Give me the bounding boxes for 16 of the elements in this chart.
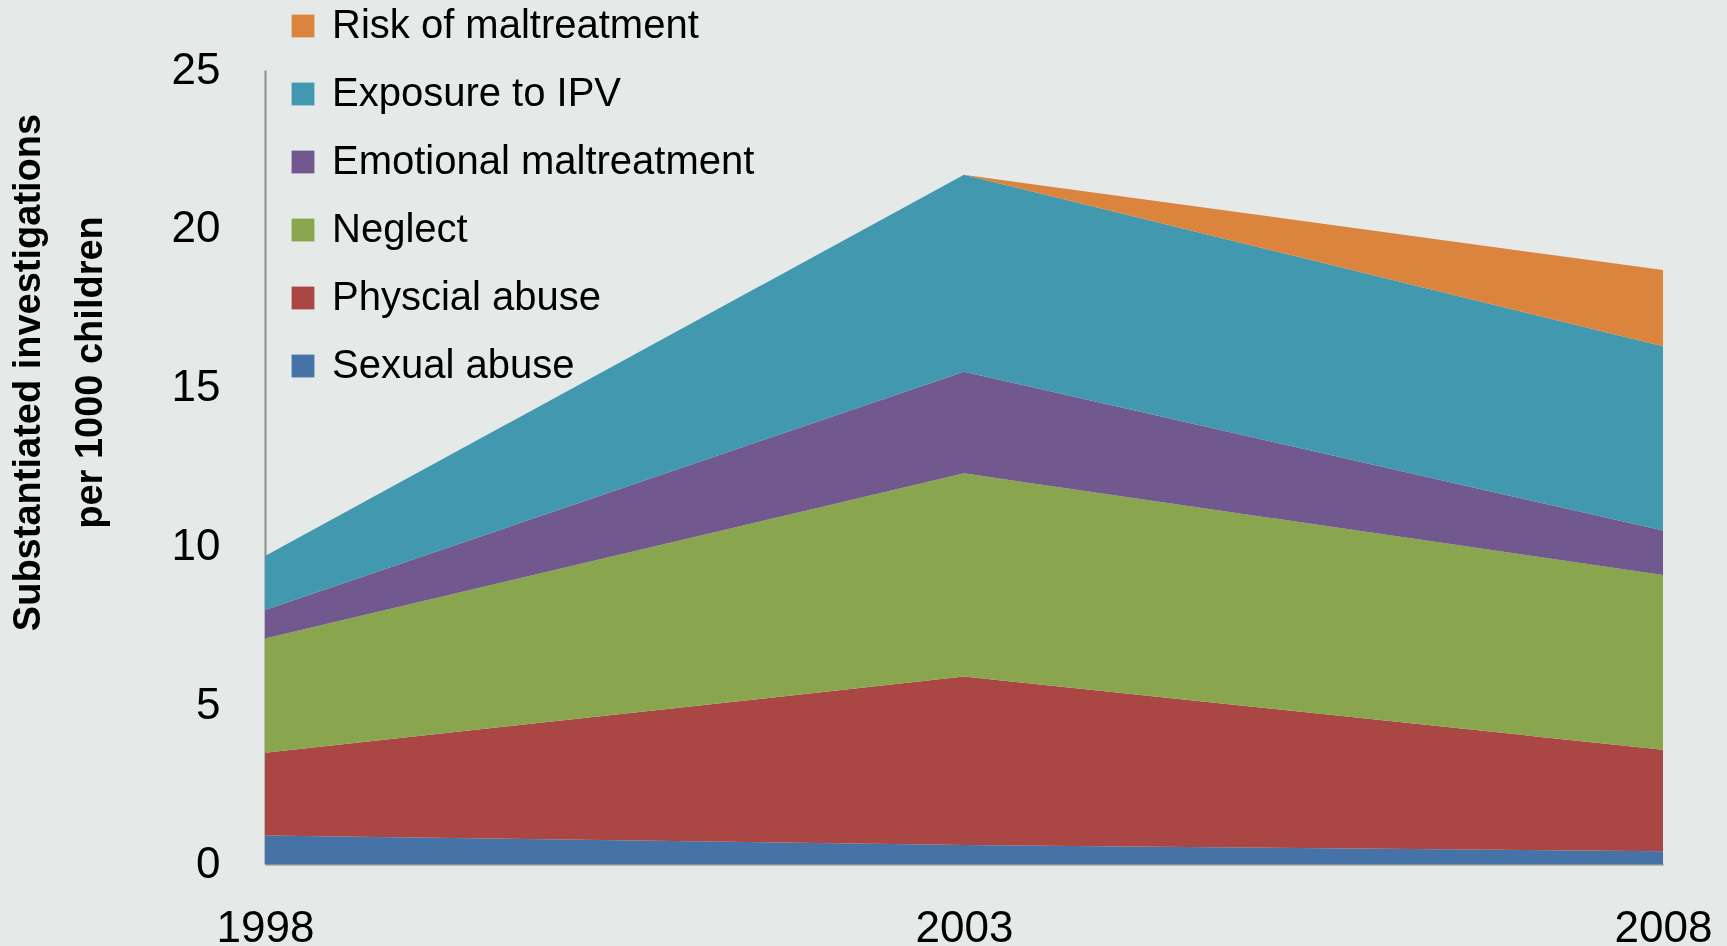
y-tick-label: 25	[171, 43, 221, 93]
y-tick-label: 15	[171, 361, 221, 411]
y-tick-label: 5	[196, 678, 221, 728]
x-tick-label: 2008	[1614, 901, 1713, 946]
y-tick-label: 0	[196, 837, 221, 887]
legend-label: Emotional maltreatment	[332, 138, 755, 182]
legend-label: Exposure to IPV	[332, 70, 622, 114]
legend-label: Risk of maltreatment	[332, 2, 699, 46]
legend-label: Physcial abuse	[332, 274, 602, 318]
y-tick-label: 10	[171, 519, 221, 569]
y-tick-label: 20	[171, 202, 221, 252]
x-tick-label: 1998	[216, 901, 315, 946]
x-tick-label: 2003	[915, 901, 1014, 946]
y-axis-title: Substantiated investigations per 1000 children	[5, 113, 110, 632]
legend-label: Neglect	[332, 206, 468, 250]
legend-label: Sexual abuse	[332, 342, 575, 386]
